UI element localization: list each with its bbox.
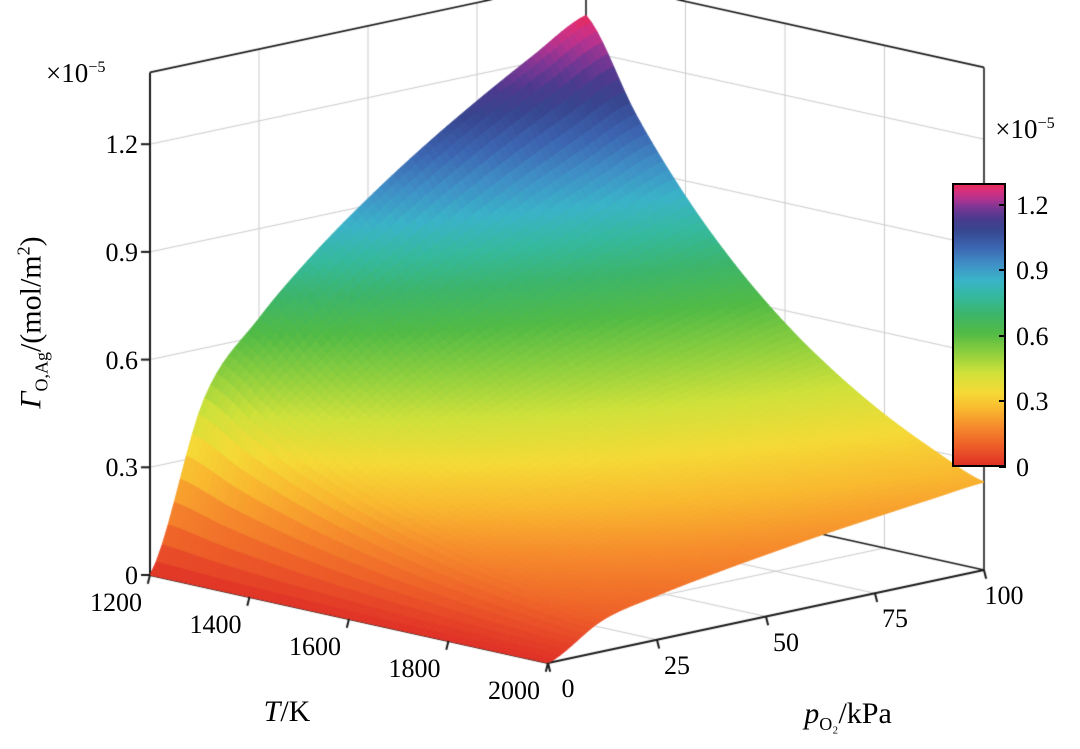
surface-figure: ×10−5 ΓO,Ag/(mol/m2) T/K pO₂/kPa ×10−5 0… xyxy=(0,0,1080,749)
surface-plot-canvas xyxy=(0,0,1080,749)
